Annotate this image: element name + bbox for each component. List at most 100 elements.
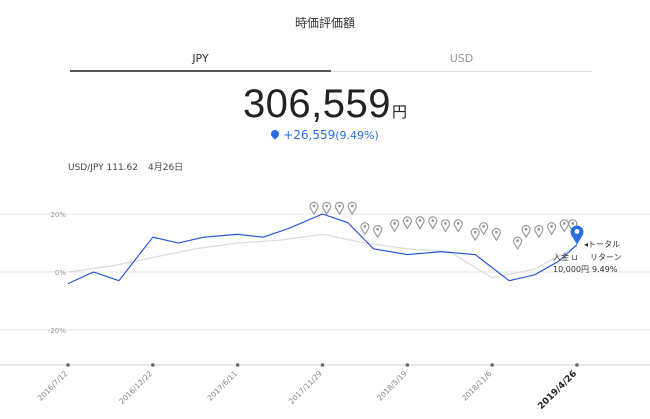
marker-pin-shape — [534, 225, 544, 239]
marker-pin-dot — [431, 219, 435, 222]
transaction-marker-icon — [568, 219, 578, 233]
transaction-marker-icon — [559, 219, 569, 233]
x-tick-label: 2016/12/22 — [117, 369, 154, 406]
transaction-marker-icon — [453, 219, 463, 233]
transaction-marker-icon — [479, 222, 489, 236]
currency-tabs: JPY USD — [70, 52, 592, 72]
x-tick-dot — [235, 363, 240, 367]
marker-pin-dot — [350, 204, 354, 208]
transaction-marker-icon — [402, 216, 412, 230]
y-tick-label: 0% — [55, 269, 66, 277]
x-tick-dot — [66, 363, 70, 367]
transaction-marker-icon — [334, 201, 345, 216]
marker-pin-dot — [482, 224, 486, 228]
transaction-marker-icon — [547, 222, 557, 236]
marker-pin-shape — [360, 222, 370, 236]
marker-pin-dot — [537, 227, 541, 231]
marker-pin-shape — [470, 227, 480, 242]
transaction-marker-icon — [440, 219, 451, 233]
marker-pin-shape — [322, 201, 332, 216]
valuation-unit: 円 — [392, 103, 408, 121]
marker-pin-shape — [309, 201, 319, 216]
current-pin-shape — [570, 225, 584, 245]
valuation-number: 306,559 — [242, 82, 392, 126]
legend-total-value: 9.49% — [592, 265, 618, 274]
gain-summary: +26,559(9.49%) — [0, 128, 650, 142]
x-tick-label: 2019/4/26 — [536, 369, 579, 412]
marker-pin-dot — [444, 222, 447, 225]
transaction-marker-icon — [415, 216, 425, 230]
marker-pin-shape — [491, 227, 501, 242]
marker-pin-shape — [402, 216, 412, 230]
marker-pin-dot — [393, 222, 397, 225]
fx-rate-value: USD/JPY 111.62 — [68, 163, 138, 173]
marker-pin-dot — [405, 219, 409, 222]
legend-deposit-label: 入金 ⊔ — [553, 252, 578, 262]
legend-deposit-value: 10,000円 — [553, 265, 589, 274]
x-tick-label: 2017/11/29 — [287, 369, 324, 406]
transaction-marker-icon — [309, 201, 319, 216]
marker-pin-shape — [559, 219, 569, 233]
marker-pin-dot — [418, 219, 422, 222]
total-return-line — [67, 213, 578, 285]
transaction-marker-icon — [534, 225, 544, 239]
fx-rate: USD/JPY 111.62 4月26日 — [68, 160, 193, 173]
marker-pin-shape — [453, 219, 463, 233]
x-tick-label: 2018/5/19 — [375, 369, 409, 403]
transaction-marker-icon — [521, 225, 531, 239]
transaction-marker-icon — [491, 227, 501, 242]
marker-pin-shape — [521, 225, 531, 239]
x-tick-dot — [320, 363, 325, 367]
marker-pin-shape — [513, 236, 523, 250]
transaction-marker-icon — [470, 227, 480, 242]
marker-pin-dot — [550, 224, 553, 228]
marker-pin-dot — [376, 227, 380, 231]
y-tick-label: 20% — [50, 211, 66, 219]
gain-percent: (9.49%) — [335, 129, 379, 142]
marker-pin-shape — [347, 201, 357, 216]
marker-pin-dot — [473, 230, 477, 234]
x-tick-dot — [405, 363, 410, 367]
x-tick-label: 2017/6/11 — [206, 369, 240, 403]
x-tick-dot — [575, 363, 579, 367]
gain-amount: +26,559 — [283, 128, 336, 142]
marker-pin-dot — [338, 204, 341, 208]
marker-pin-dot — [516, 239, 520, 243]
page-title: 時価評価額 — [294, 16, 355, 30]
transaction-marker-icon — [373, 225, 383, 239]
marker-pin-dot — [325, 204, 329, 208]
legend-total-label-2: リターン — [590, 253, 622, 262]
tab-usd[interactable]: USD — [331, 52, 592, 72]
marker-pin-dot — [524, 227, 528, 231]
current-pin-dot — [574, 229, 580, 234]
marker-pin-shape — [568, 219, 578, 233]
y-tick-label: -20% — [48, 327, 66, 335]
marker-pin-dot — [363, 224, 367, 228]
transaction-marker-icon — [390, 219, 400, 233]
current-position-pin-icon — [570, 225, 584, 245]
tab-jpy[interactable]: JPY — [70, 52, 331, 72]
transaction-marker-icon — [428, 216, 438, 230]
marker-pin-shape — [334, 201, 345, 216]
x-tick-label: 2016/7/12 — [36, 369, 70, 403]
marker-pin-dot — [312, 204, 316, 208]
valuation-amount: 306,559円 — [0, 82, 650, 127]
fx-date: 4月26日 — [148, 163, 184, 173]
legend-total-label-1: ◂トータル — [584, 240, 620, 249]
marker-pin-shape — [415, 216, 425, 230]
marker-pin-shape — [390, 219, 400, 233]
marker-pin-dot — [562, 222, 566, 225]
marker-pin-shape — [428, 216, 438, 230]
transaction-marker-icon — [360, 222, 370, 236]
marker-pin-dot — [571, 222, 575, 225]
deposit-line — [67, 233, 578, 279]
marker-pin-shape — [440, 219, 451, 233]
x-tick-dot — [490, 363, 494, 367]
x-tick-label: 2018/11/6 — [460, 369, 494, 403]
marker-pin-shape — [547, 222, 557, 236]
transaction-marker-icon — [513, 236, 523, 250]
x-tick-dot — [151, 363, 155, 367]
marker-pin-dot — [495, 230, 498, 234]
marker-pin-shape — [479, 222, 489, 236]
